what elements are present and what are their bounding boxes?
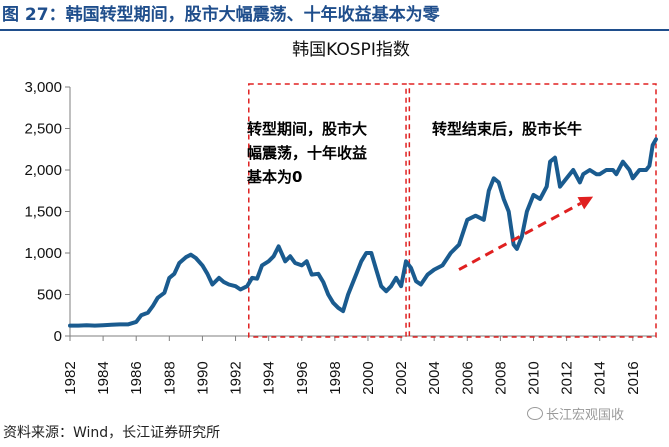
x-tick-label: 2008 (492, 361, 509, 394)
kospi-line (68, 137, 658, 328)
x-tick-label: 2014 (592, 361, 609, 394)
figure-title: 图 27：韩国转型期间，股市大幅震荡、十年收益基本为零 (2, 5, 440, 25)
x-tick-label: 1988 (161, 361, 178, 394)
y-tick-label: 0 (54, 328, 62, 345)
y-tick-label: 3,000 (24, 79, 62, 96)
x-tick-label: 1994 (261, 361, 278, 394)
title-divider (0, 29, 669, 31)
x-tick-label: 2010 (526, 361, 543, 394)
trend-arrow (458, 196, 594, 271)
x-tick-label: 2006 (459, 361, 476, 394)
kospi-chart: 韩国KOSPI指数 05001,0001,5002,0002,5003,000 … (24, 40, 658, 395)
region-annotation: 基本为0 (246, 168, 302, 186)
y-axis: 0 500 1,000 1,500 2,000 2,500 3,000 (24, 79, 71, 345)
trend-arrow-line (458, 201, 582, 271)
x-tick-label: 1996 (294, 361, 311, 394)
region-annotation: 转型期间，股市大 (247, 120, 367, 138)
x-tick-label: 2016 (625, 361, 642, 394)
series (68, 137, 658, 328)
region-box (248, 83, 407, 338)
y-tick-label: 1,000 (24, 245, 62, 262)
source-note: 资料来源：Wind，长江证券研究所 (3, 425, 221, 441)
region-annotation: 转型结束后，股市长牛 (432, 120, 582, 138)
x-tick-label: 1984 (95, 361, 112, 394)
x-tick-label: 1990 (194, 361, 211, 394)
chart-title: 韩国KOSPI指数 (292, 40, 410, 60)
x-axis: 1982 1984 1986 1988 1990 1992 1994 1996 1998 2000… (62, 335, 656, 395)
x-tick-label: 2004 (426, 361, 443, 394)
watermark-text: 长江宏观国收 (546, 408, 625, 423)
region-box (408, 83, 657, 338)
x-tick-label: 1982 (62, 361, 79, 394)
x-tick-label: 1992 (228, 361, 245, 394)
y-tick-label: 2,000 (24, 162, 62, 179)
y-tick-label: 1,500 (24, 204, 62, 221)
x-tick-label: 2012 (559, 361, 576, 394)
wechat-icon (527, 407, 543, 420)
x-tick-label: 2000 (360, 361, 377, 394)
x-tick-label: 1986 (128, 361, 145, 394)
region-annotation: 幅震荡，十年收益 (247, 144, 367, 162)
watermark: 长江宏观国收 (527, 404, 624, 423)
trend-arrow-head (577, 196, 594, 210)
x-tick-label: 1998 (327, 361, 344, 394)
y-tick-label: 2,500 (24, 121, 62, 138)
x-tick-label: 2002 (393, 361, 410, 394)
y-tick-label: 500 (37, 287, 62, 304)
